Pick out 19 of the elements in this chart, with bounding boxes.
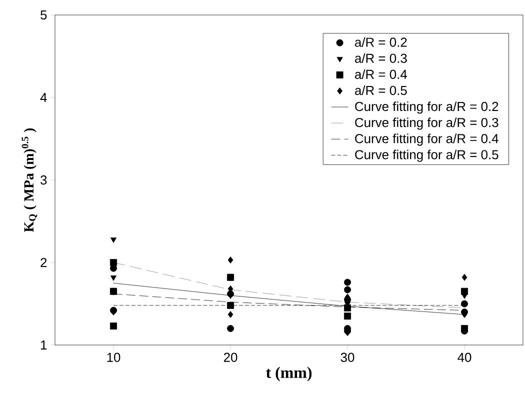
legend-label: Curve fitting for a/R = 0.4 [355,134,498,146]
legend-label: Curve fitting for a/R = 0.2 [355,102,498,114]
legend-label: a/R = 0.2 [355,37,407,47]
x-tick-label: 20 [224,352,238,362]
legend-label: a/R = 0.5 [355,86,407,96]
y-tick-label: 2 [40,258,47,268]
x-axis-title: t (mm) [266,366,312,382]
x-tick-label: 30 [340,352,354,362]
y-tick-label: 4 [40,93,47,102]
y-axis-title: K$_{Q}$ ( MPa (m)$^{0.5}$ ) [22,128,38,232]
legend-label: Curve fitting for a/R = 0.5 [355,150,498,162]
y-tick-label: 3 [40,175,47,185]
legend-label: a/R = 0.3 [355,53,407,63]
x-tick-label: 40 [458,352,472,362]
y-tick-label: 1 [41,340,47,350]
legend-label: Curve fitting for a/R = 0.3 [355,118,498,130]
y-tick-label: 5 [40,10,47,20]
legend-label: a/R = 0.4 [355,69,407,79]
x-tick-label: 10 [107,352,120,362]
